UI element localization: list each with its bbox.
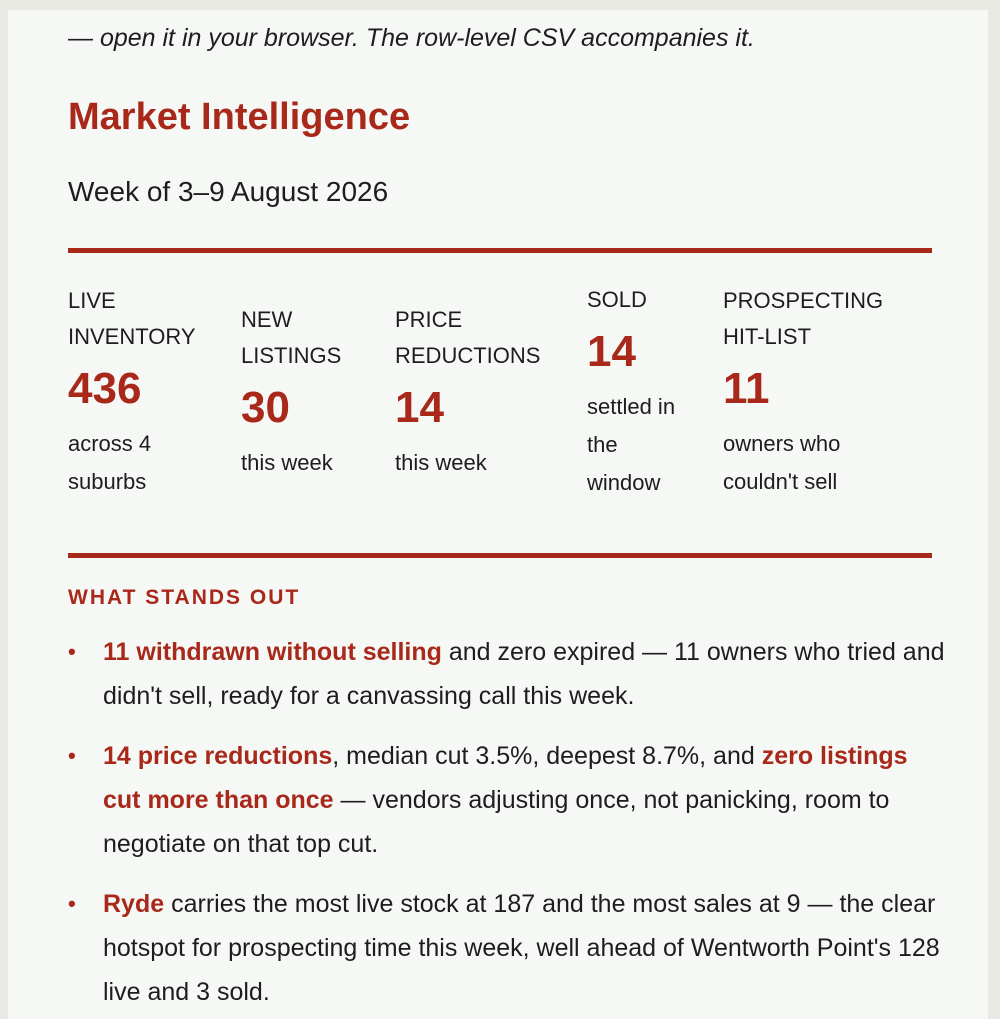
stat-label: PRICE REDUCTIONS (395, 307, 541, 368)
page-title: Market Intelligence (68, 96, 411, 138)
stat-label: SOLD (587, 287, 647, 312)
list-item: • 11 withdrawn without selling and zero … (68, 630, 948, 718)
stat-sub: this week (395, 450, 487, 475)
stat-sold: SOLD 14 settled in the window (587, 272, 707, 512)
highlights-list: • 11 withdrawn without selling and zero … (68, 630, 948, 1019)
report-page: — open it in your browser. The row-level… (8, 10, 988, 1019)
stat-sub: this week (241, 450, 333, 475)
stat-sub: settled in the window (587, 394, 676, 495)
stat-sub: owners who couldn't sell (723, 431, 841, 494)
section-heading: WHAT STANDS OUT (68, 586, 301, 609)
stat-label: LIVE INVENTORY (68, 288, 196, 349)
week-range: Week of 3–9 August 2026 (68, 176, 389, 207)
list-item: • 14 price reductions, median cut 3.5%, … (68, 734, 948, 866)
stat-label: NEW LISTINGS (241, 307, 342, 368)
bullet-icon: • (68, 891, 76, 916)
stat-live-inventory: LIVE INVENTORY 436 across 4 suburbs (68, 272, 228, 512)
bullet-icon: • (68, 639, 76, 664)
stat-prospecting-hit-list: PROSPECTING HIT-LIST 11 owners who couldn'… (723, 272, 933, 512)
intro-text: — open it in your browser. The row-level… (68, 24, 755, 52)
stat-value: 11 (723, 364, 770, 413)
bullet-icon: • (68, 743, 76, 768)
stats-row: LIVE INVENTORY 436 across 4 suburbs NEW LIS… (68, 272, 932, 532)
stat-sub: across 4 suburbs (68, 431, 152, 494)
stat-value: 30 (241, 383, 290, 432)
stat-value: 436 (68, 364, 142, 413)
stat-value: 14 (587, 327, 636, 376)
stat-new-listings: NEW LISTINGS 30 this week (241, 272, 381, 512)
stat-label: PROSPECTING HIT-LIST (723, 288, 884, 349)
divider-bottom (68, 553, 932, 558)
divider-top (68, 248, 932, 253)
stat-value: 14 (395, 383, 444, 432)
list-item: • Ryde carries the most live stock at 18… (68, 882, 948, 1014)
stat-price-reductions: PRICE REDUCTIONS 14 this week (395, 272, 575, 512)
